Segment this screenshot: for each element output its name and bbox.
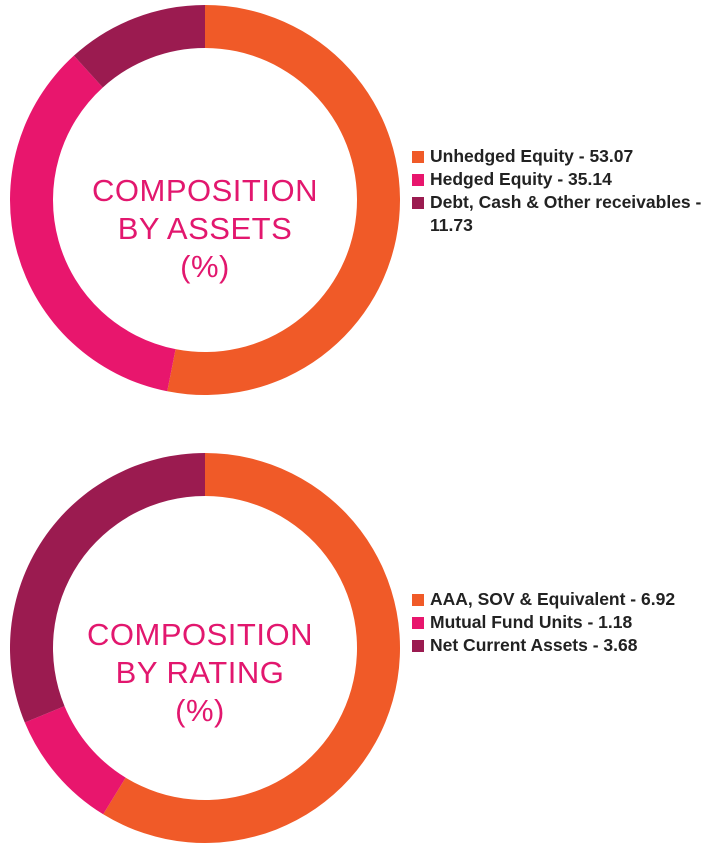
center-title-line: (%)	[175, 693, 225, 728]
legend-label: Unhedged Equity - 53.07	[430, 146, 634, 166]
donut-slice	[24, 706, 126, 815]
center-title-line: COMPOSITION	[92, 173, 318, 208]
composition-by-rating-chart: COMPOSITION BY RATING (%) AAA, SOV & Equ…	[0, 440, 712, 847]
legend: Unhedged Equity - 53.07 Hedged Equity - …	[412, 145, 708, 237]
legend-item: AAA, SOV & Equivalent - 6.92	[412, 588, 708, 611]
donut-slice	[9, 453, 206, 723]
legend-label: Hedged Equity - 35.14	[430, 169, 612, 189]
legend-label: Net Current Assets - 3.68	[430, 635, 638, 655]
center-title-line: BY RATING	[115, 655, 285, 690]
legend-swatch	[412, 617, 424, 629]
donut-slice	[10, 55, 176, 392]
center-title-line: BY ASSETS	[117, 211, 293, 246]
legend-label: AAA, SOV & Equivalent - 6.92	[430, 589, 676, 609]
legend-swatch	[412, 174, 424, 186]
legend-item: Unhedged Equity - 53.07	[412, 145, 708, 168]
donut-slice	[103, 453, 400, 843]
legend-label: Debt, Cash & Other receivables - 11.73	[430, 192, 702, 235]
legend-label: Mutual Fund Units - 1.18	[430, 612, 633, 632]
center-title: COMPOSITION BY ASSETS (%)	[60, 172, 350, 286]
legend-swatch	[412, 640, 424, 652]
legend-item: Hedged Equity - 35.14	[412, 168, 708, 191]
legend-item: Debt, Cash & Other receivables - 11.73	[412, 191, 708, 237]
legend-item: Mutual Fund Units - 1.18	[412, 611, 708, 634]
legend-item: Net Current Assets - 3.68	[412, 634, 708, 657]
donut-slice	[167, 5, 400, 395]
center-title: COMPOSITION BY RATING (%)	[55, 616, 345, 730]
legend: AAA, SOV & Equivalent - 6.92 Mutual Fund…	[412, 588, 708, 657]
legend-swatch	[412, 594, 424, 606]
legend-swatch	[412, 197, 424, 209]
composition-by-assets-chart: COMPOSITION BY ASSETS (%) Unhedged Equit…	[0, 0, 712, 400]
donut-chart	[10, 5, 400, 395]
center-title-line: COMPOSITION	[87, 617, 313, 652]
donut-chart	[9, 453, 400, 843]
legend-swatch	[412, 151, 424, 163]
donut-slice	[73, 5, 205, 88]
center-title-line: (%)	[180, 249, 230, 284]
